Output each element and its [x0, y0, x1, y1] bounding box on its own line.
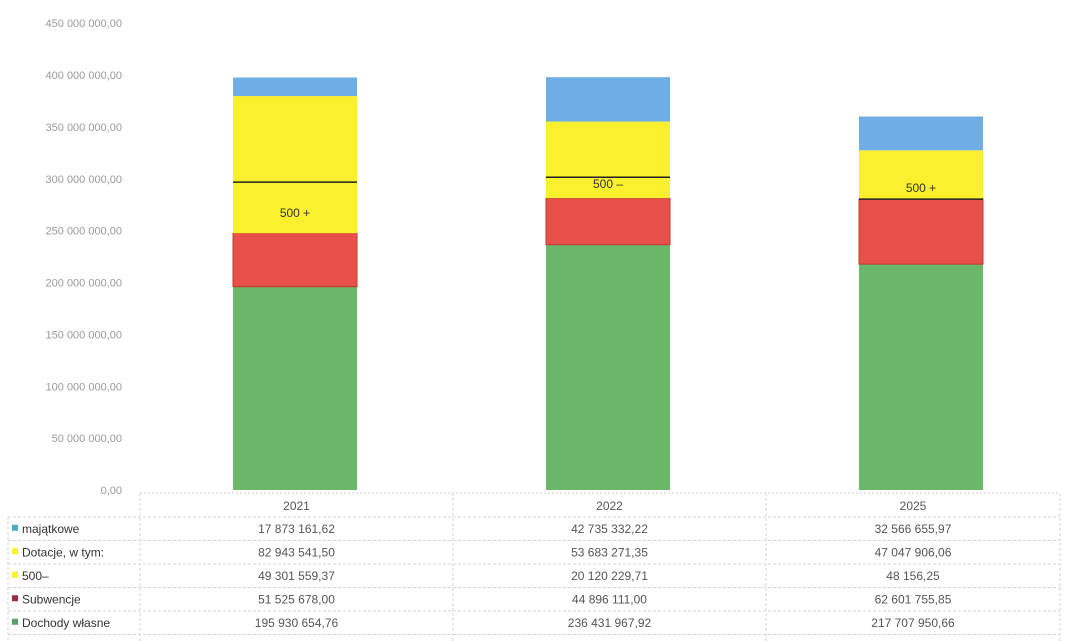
table-cell: 44 896 111,00 [572, 592, 647, 606]
bar-segment [546, 244, 670, 490]
y-tick-label: 0,00 [101, 485, 122, 497]
table-cell: 32 566 655,97 [875, 522, 952, 536]
table-cell: 49 301 559,37 [258, 569, 335, 583]
bar-segment [859, 116, 983, 151]
table-cell: 82 943 541,50 [258, 545, 335, 559]
bar-segment [233, 96, 357, 183]
legend-label: Dochody własne [22, 616, 110, 630]
y-tick-label: 300 000 000,00 [46, 174, 122, 186]
bar-segment [546, 177, 670, 199]
bars-area: 500 + 500 – 500 + [232, 77, 984, 490]
table-cell: 47 047 906,06 [875, 545, 952, 559]
legend-marker [12, 595, 18, 602]
bar-segment [859, 150, 983, 200]
legend-marker [12, 524, 18, 531]
category-label: 2021 [283, 499, 310, 513]
table-cell: 62 601 755,85 [875, 592, 952, 606]
y-tick-label: 50 000 000,00 [52, 433, 122, 445]
y-tick-label: 250 000 000,00 [46, 226, 122, 238]
bar-segment [858, 198, 984, 265]
category-label: 2022 [596, 499, 623, 513]
y-axis: 0,00 50 000 000,00 100 000 000,00 150 000 0… [46, 18, 122, 497]
bar-segment [545, 197, 671, 246]
legend-label: majątkowe [22, 522, 80, 536]
table-cell: 42 735 332,22 [571, 522, 648, 536]
table-cell: 236 431 967,92 [568, 616, 652, 630]
legend-marker [12, 548, 18, 555]
legend-label: Subwencje [22, 592, 81, 606]
category-label: 2025 [900, 499, 927, 513]
y-tick-label: 200 000 000,00 [46, 278, 122, 290]
bar-annotation: 500 – [593, 177, 623, 191]
table-cell: 51 525 678,00 [258, 592, 335, 606]
table-cell: 217 707 950,66 [871, 616, 955, 630]
legend-marker [12, 571, 18, 578]
y-tick-label: 150 000 000,00 [46, 329, 122, 341]
legend-marker [12, 618, 18, 625]
bar-segment [233, 182, 357, 234]
bar-segment [859, 264, 983, 490]
data-table: 2021 2022 2025 majątkowe 17 873 161,62 42 735… [7, 492, 1061, 641]
bar-segment [546, 121, 670, 178]
legend-label: 500– [22, 569, 49, 583]
table-cell: 195 930 654,76 [255, 616, 339, 630]
bar-annotation: 500 + [280, 206, 310, 220]
table-cell: 53 683 271,35 [571, 545, 648, 559]
bar-annotation: 500 + [906, 181, 936, 195]
y-tick-label: 400 000 000,00 [46, 70, 122, 82]
table-cell: 20 120 229,71 [571, 569, 648, 583]
y-tick-label: 350 000 000,00 [46, 122, 122, 134]
y-tick-label: 100 000 000,00 [46, 381, 122, 393]
bar-segment [233, 77, 357, 97]
legend-label: Dotacje, w tym: [22, 545, 104, 559]
bar-segment [233, 286, 357, 490]
table-cell: 48 156,25 [886, 569, 940, 583]
bar-segment [232, 232, 358, 288]
y-tick-label: 450 000 000,00 [46, 18, 122, 30]
table-cell: 17 873 161,62 [258, 522, 335, 536]
bar-segment [546, 77, 670, 122]
